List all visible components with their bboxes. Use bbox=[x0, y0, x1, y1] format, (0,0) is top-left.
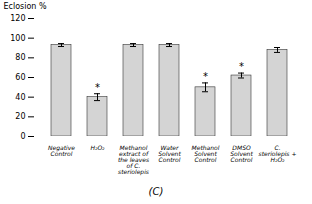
svg-text:100: 100 bbox=[10, 34, 25, 43]
svg-text:Methanolextract ofthe leavesof: Methanolextract ofthe leavesof C.steriol… bbox=[118, 144, 149, 176]
svg-text:Eclosion %: Eclosion % bbox=[4, 2, 47, 11]
svg-text:WaterSolventControl: WaterSolventControl bbox=[158, 144, 181, 163]
svg-text:120: 120 bbox=[10, 14, 25, 23]
svg-text:60: 60 bbox=[15, 73, 25, 82]
svg-text:C.steriolepis +H₂O₂: C.steriolepis +H₂O₂ bbox=[259, 144, 297, 163]
svg-text:DMSOSolventControl: DMSOSolventControl bbox=[230, 144, 253, 163]
svg-text:NegativeControl: NegativeControl bbox=[48, 144, 75, 157]
svg-text:H₂O₂: H₂O₂ bbox=[90, 144, 105, 151]
svg-text:20: 20 bbox=[15, 112, 25, 121]
svg-text:MethanolSolventControl: MethanolSolventControl bbox=[192, 144, 220, 163]
svg-text:*: * bbox=[203, 71, 208, 82]
svg-text:0: 0 bbox=[20, 132, 25, 141]
svg-text:40: 40 bbox=[15, 93, 25, 102]
html-text:(C): (C) bbox=[148, 186, 164, 197]
svg-text:*: * bbox=[95, 82, 100, 93]
svg-text:80: 80 bbox=[15, 53, 25, 62]
svg-text:*: * bbox=[239, 61, 244, 72]
